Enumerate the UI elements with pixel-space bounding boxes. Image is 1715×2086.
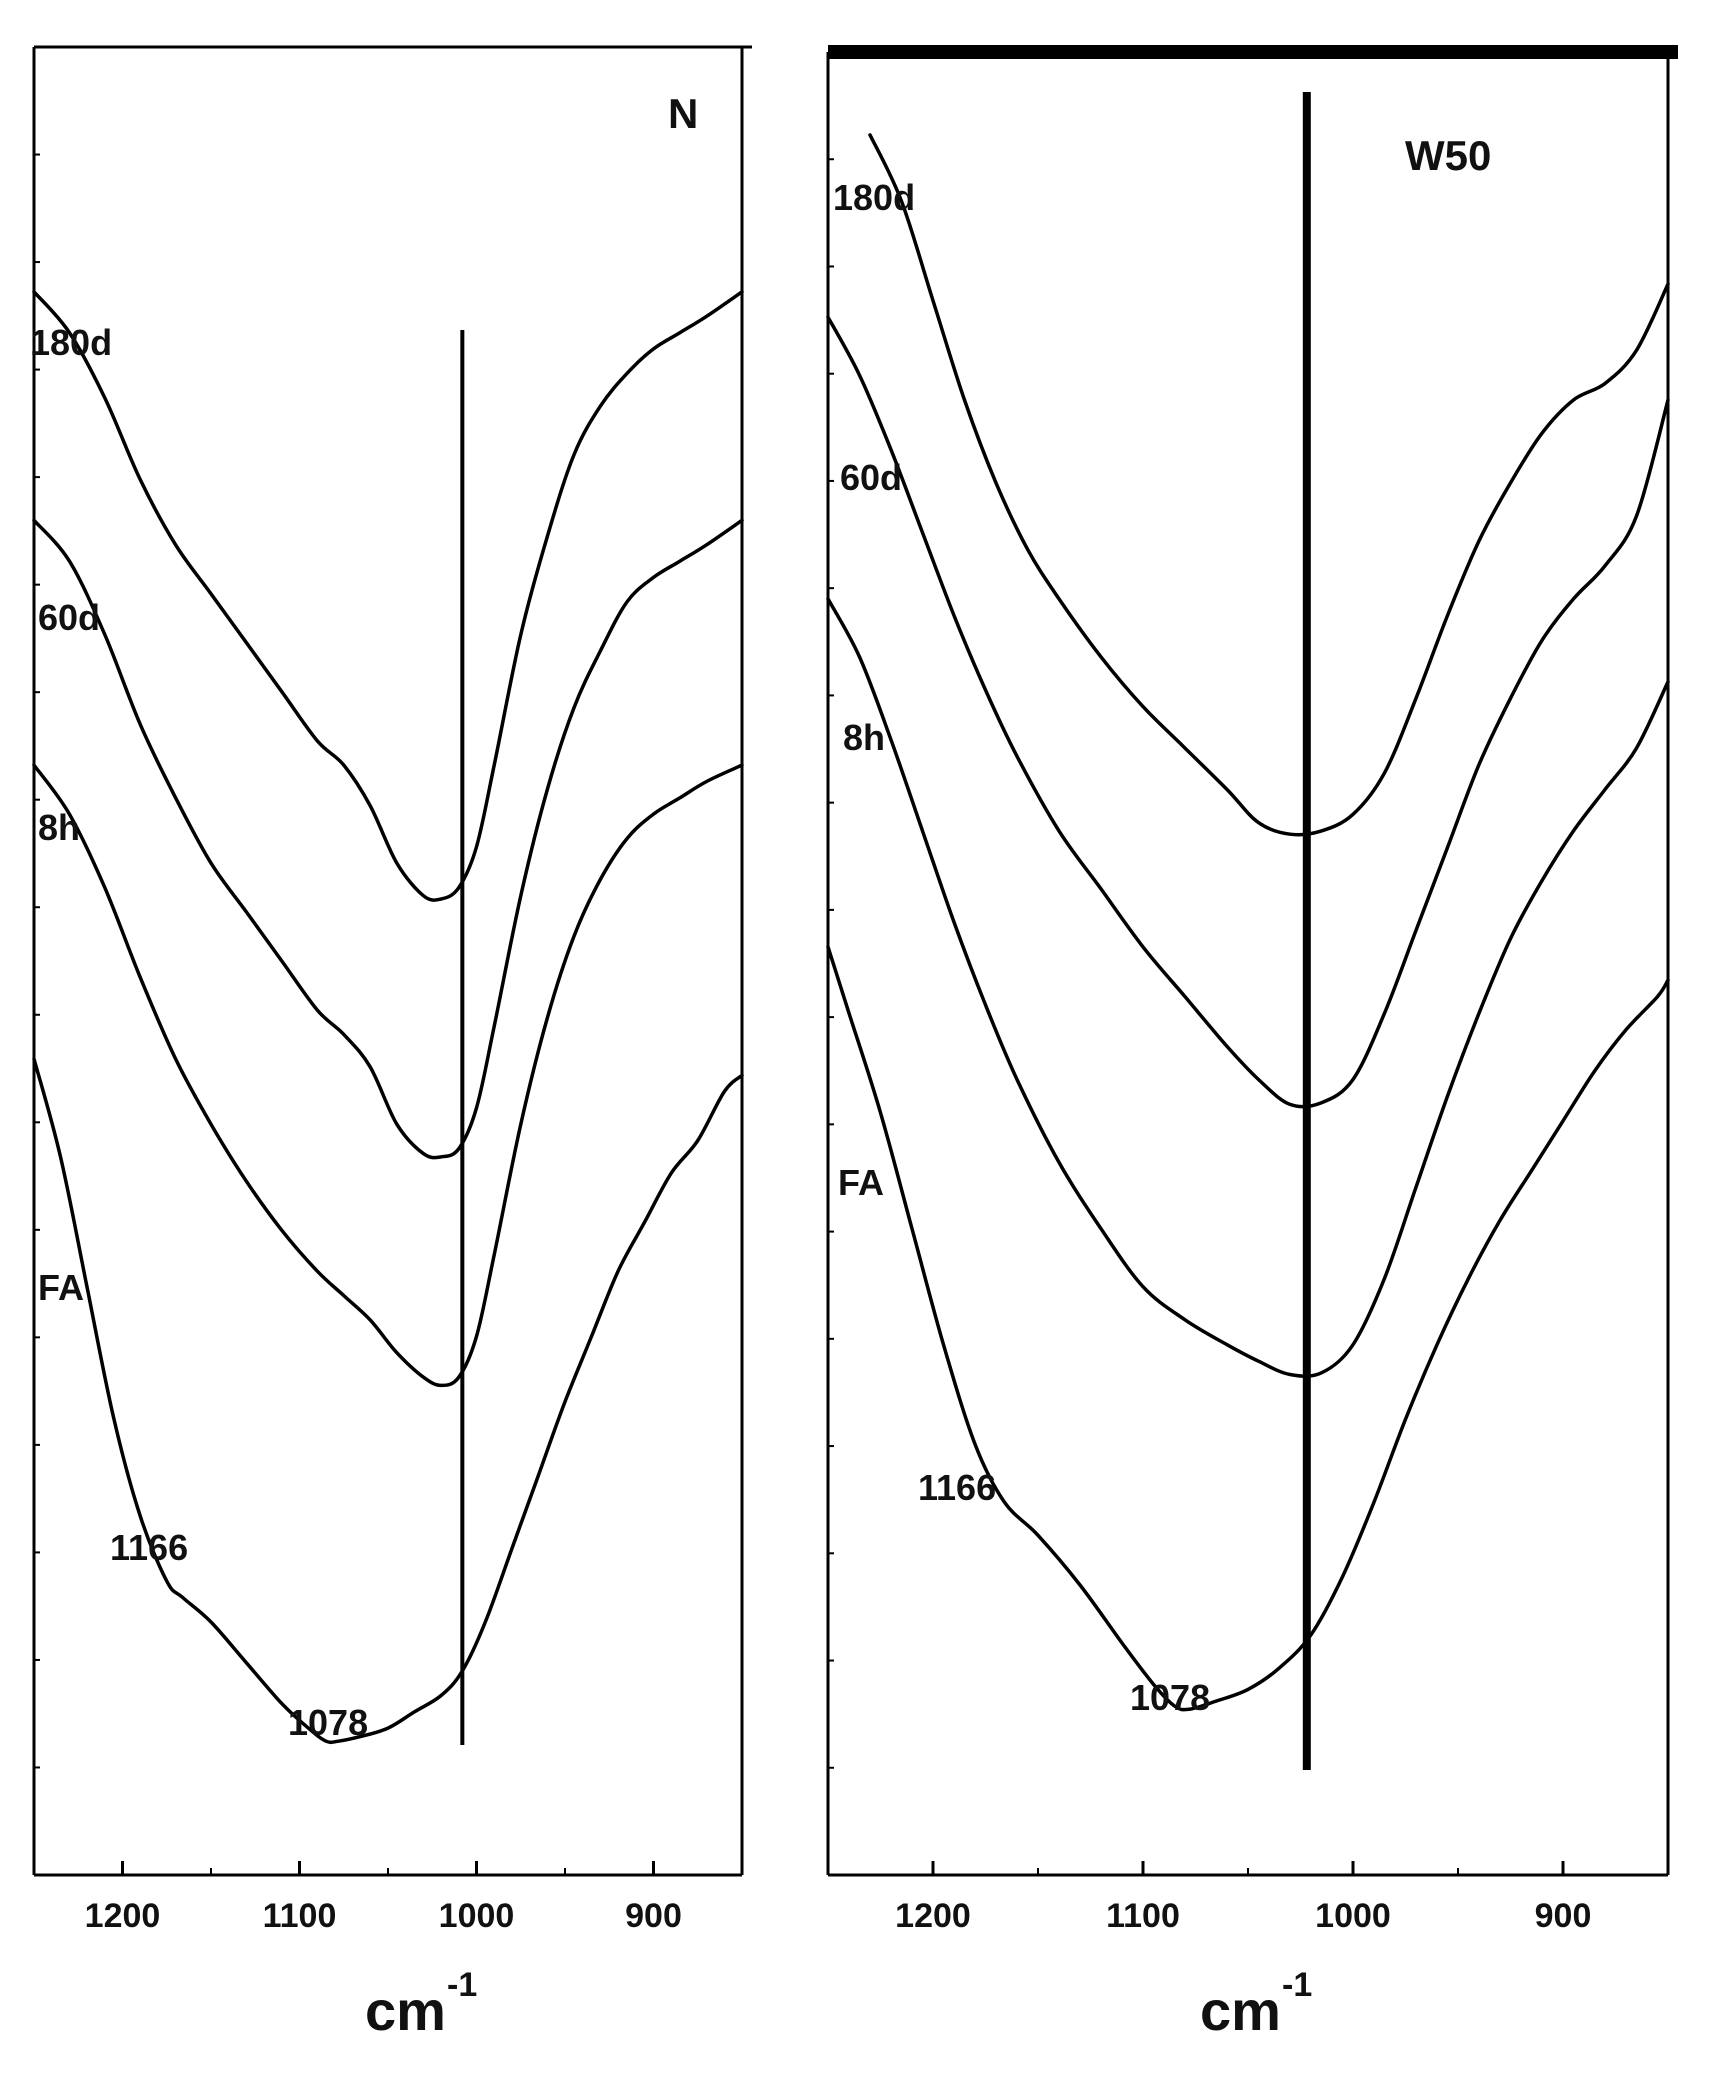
x-tick-label: 900 bbox=[1535, 1897, 1592, 1935]
annotation-1078: 1078 bbox=[288, 1702, 368, 1743]
series-line-60d bbox=[32, 518, 744, 1160]
x-tick-label: 900 bbox=[625, 1897, 682, 1935]
series-line-180d bbox=[32, 290, 744, 902]
x-tick-label: 1000 bbox=[1315, 1897, 1391, 1935]
x-axis-unit: cm bbox=[365, 1979, 446, 2042]
series-line-180d bbox=[868, 133, 1670, 837]
series-label-fa: FA bbox=[838, 1162, 884, 1203]
series-label-60d: 60d bbox=[840, 457, 902, 498]
x-tick-label: 1100 bbox=[263, 1897, 337, 1935]
annotation-1166: 1166 bbox=[918, 1467, 996, 1508]
series-label-fa: FA bbox=[38, 1267, 84, 1308]
series-line-fa bbox=[32, 1057, 744, 1745]
series-line-8h bbox=[826, 597, 1670, 1378]
annotation-1166: 1166 bbox=[110, 1527, 188, 1568]
panel-n: 1200 1100 1000 900 180d 60d 8h FA 1166 1078 Ncm -1 bbox=[30, 45, 752, 2042]
series-label-180d: 180d bbox=[30, 322, 112, 363]
x-tick-label: 1000 bbox=[439, 1897, 515, 1935]
x-axis-unit: cm bbox=[1200, 1979, 1281, 2042]
x-axis-unit-exponent: -1 bbox=[447, 1966, 477, 2004]
series-line-8h bbox=[32, 763, 744, 1388]
series-line-60d bbox=[826, 315, 1670, 1109]
series-label-60d: 60d bbox=[38, 597, 100, 638]
annotation-1078: 1078 bbox=[1130, 1677, 1210, 1718]
panel-label: W50 bbox=[1405, 132, 1491, 179]
x-axis-unit-exponent: -1 bbox=[1282, 1966, 1312, 2004]
panel-label: N bbox=[668, 90, 698, 137]
series-label-8h: 8h bbox=[38, 807, 80, 848]
series-label-180d: 180d bbox=[833, 177, 915, 218]
series-label-8h: 8h bbox=[843, 717, 885, 758]
x-tick-label: 1100 bbox=[1106, 1897, 1180, 1935]
series-line-fa bbox=[826, 945, 1670, 1712]
panel-w50: 1200 1100 1000 900 180d 60d 8h FA 1166 1078 W50 cm -… bbox=[826, 45, 1678, 2042]
x-tick-label: 1200 bbox=[85, 1897, 161, 1935]
x-tick-label: 1200 bbox=[895, 1897, 971, 1935]
